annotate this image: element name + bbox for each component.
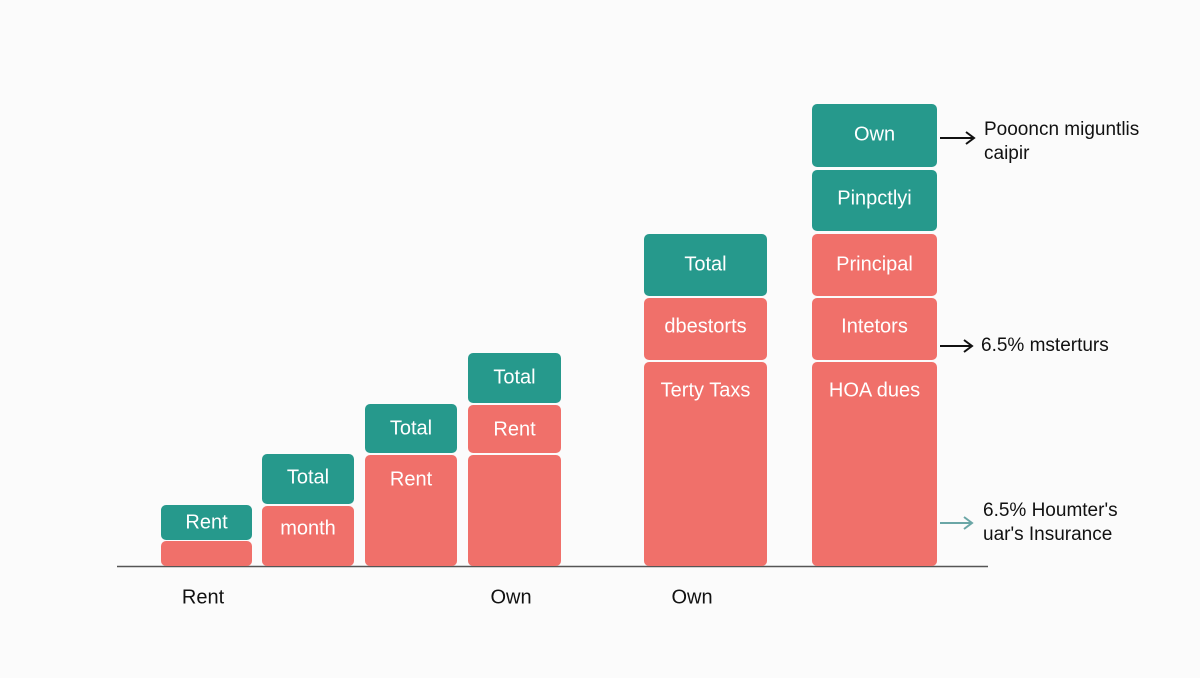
- block-label: Rent: [390, 468, 433, 490]
- block: [468, 455, 561, 566]
- block-label: Total: [493, 366, 535, 388]
- block-label: Rent: [493, 418, 536, 440]
- annotation: 6.5% msterturs: [981, 335, 1109, 356]
- block-label: Total: [287, 466, 329, 488]
- block-label: Total: [684, 253, 726, 275]
- axis-label: Rent: [182, 586, 225, 608]
- block: [262, 454, 354, 504]
- axis-label: Own: [671, 586, 712, 608]
- block-label: Principal: [836, 253, 913, 275]
- annotation: Poooncn miguntlis: [984, 119, 1139, 140]
- block-label: month: [280, 517, 336, 539]
- block: [161, 505, 252, 540]
- arrows: [940, 131, 976, 353]
- block: [812, 298, 937, 360]
- block: [812, 104, 937, 167]
- block: [262, 506, 354, 566]
- block: [365, 404, 457, 453]
- block: [468, 353, 561, 403]
- block: [644, 234, 767, 296]
- block-label: Rent: [185, 511, 228, 533]
- block-label: dbestorts: [664, 315, 746, 337]
- block-label: Intetors: [841, 315, 908, 337]
- arrows: [940, 516, 974, 530]
- axis-label: Own: [490, 586, 531, 608]
- block: [644, 298, 767, 360]
- block-label: Terty Taxs: [661, 379, 751, 401]
- block-label: Pinpctlyi: [837, 187, 911, 209]
- block: [365, 455, 457, 566]
- block: [812, 362, 937, 566]
- annotation: 6.5% Houmter's: [983, 500, 1118, 521]
- block: [812, 170, 937, 231]
- block: [812, 234, 937, 296]
- block-label: HOA dues: [829, 379, 920, 401]
- annotation: caipir: [984, 143, 1030, 164]
- arrow-head: [963, 516, 974, 530]
- block: [644, 362, 767, 566]
- arrow-head: [963, 339, 974, 353]
- block: [161, 541, 252, 566]
- arrow-head: [965, 131, 976, 145]
- block-label: Total: [390, 417, 432, 439]
- block-label: Own: [854, 123, 895, 145]
- annotation: uar's Insurance: [983, 524, 1112, 545]
- block: [468, 405, 561, 453]
